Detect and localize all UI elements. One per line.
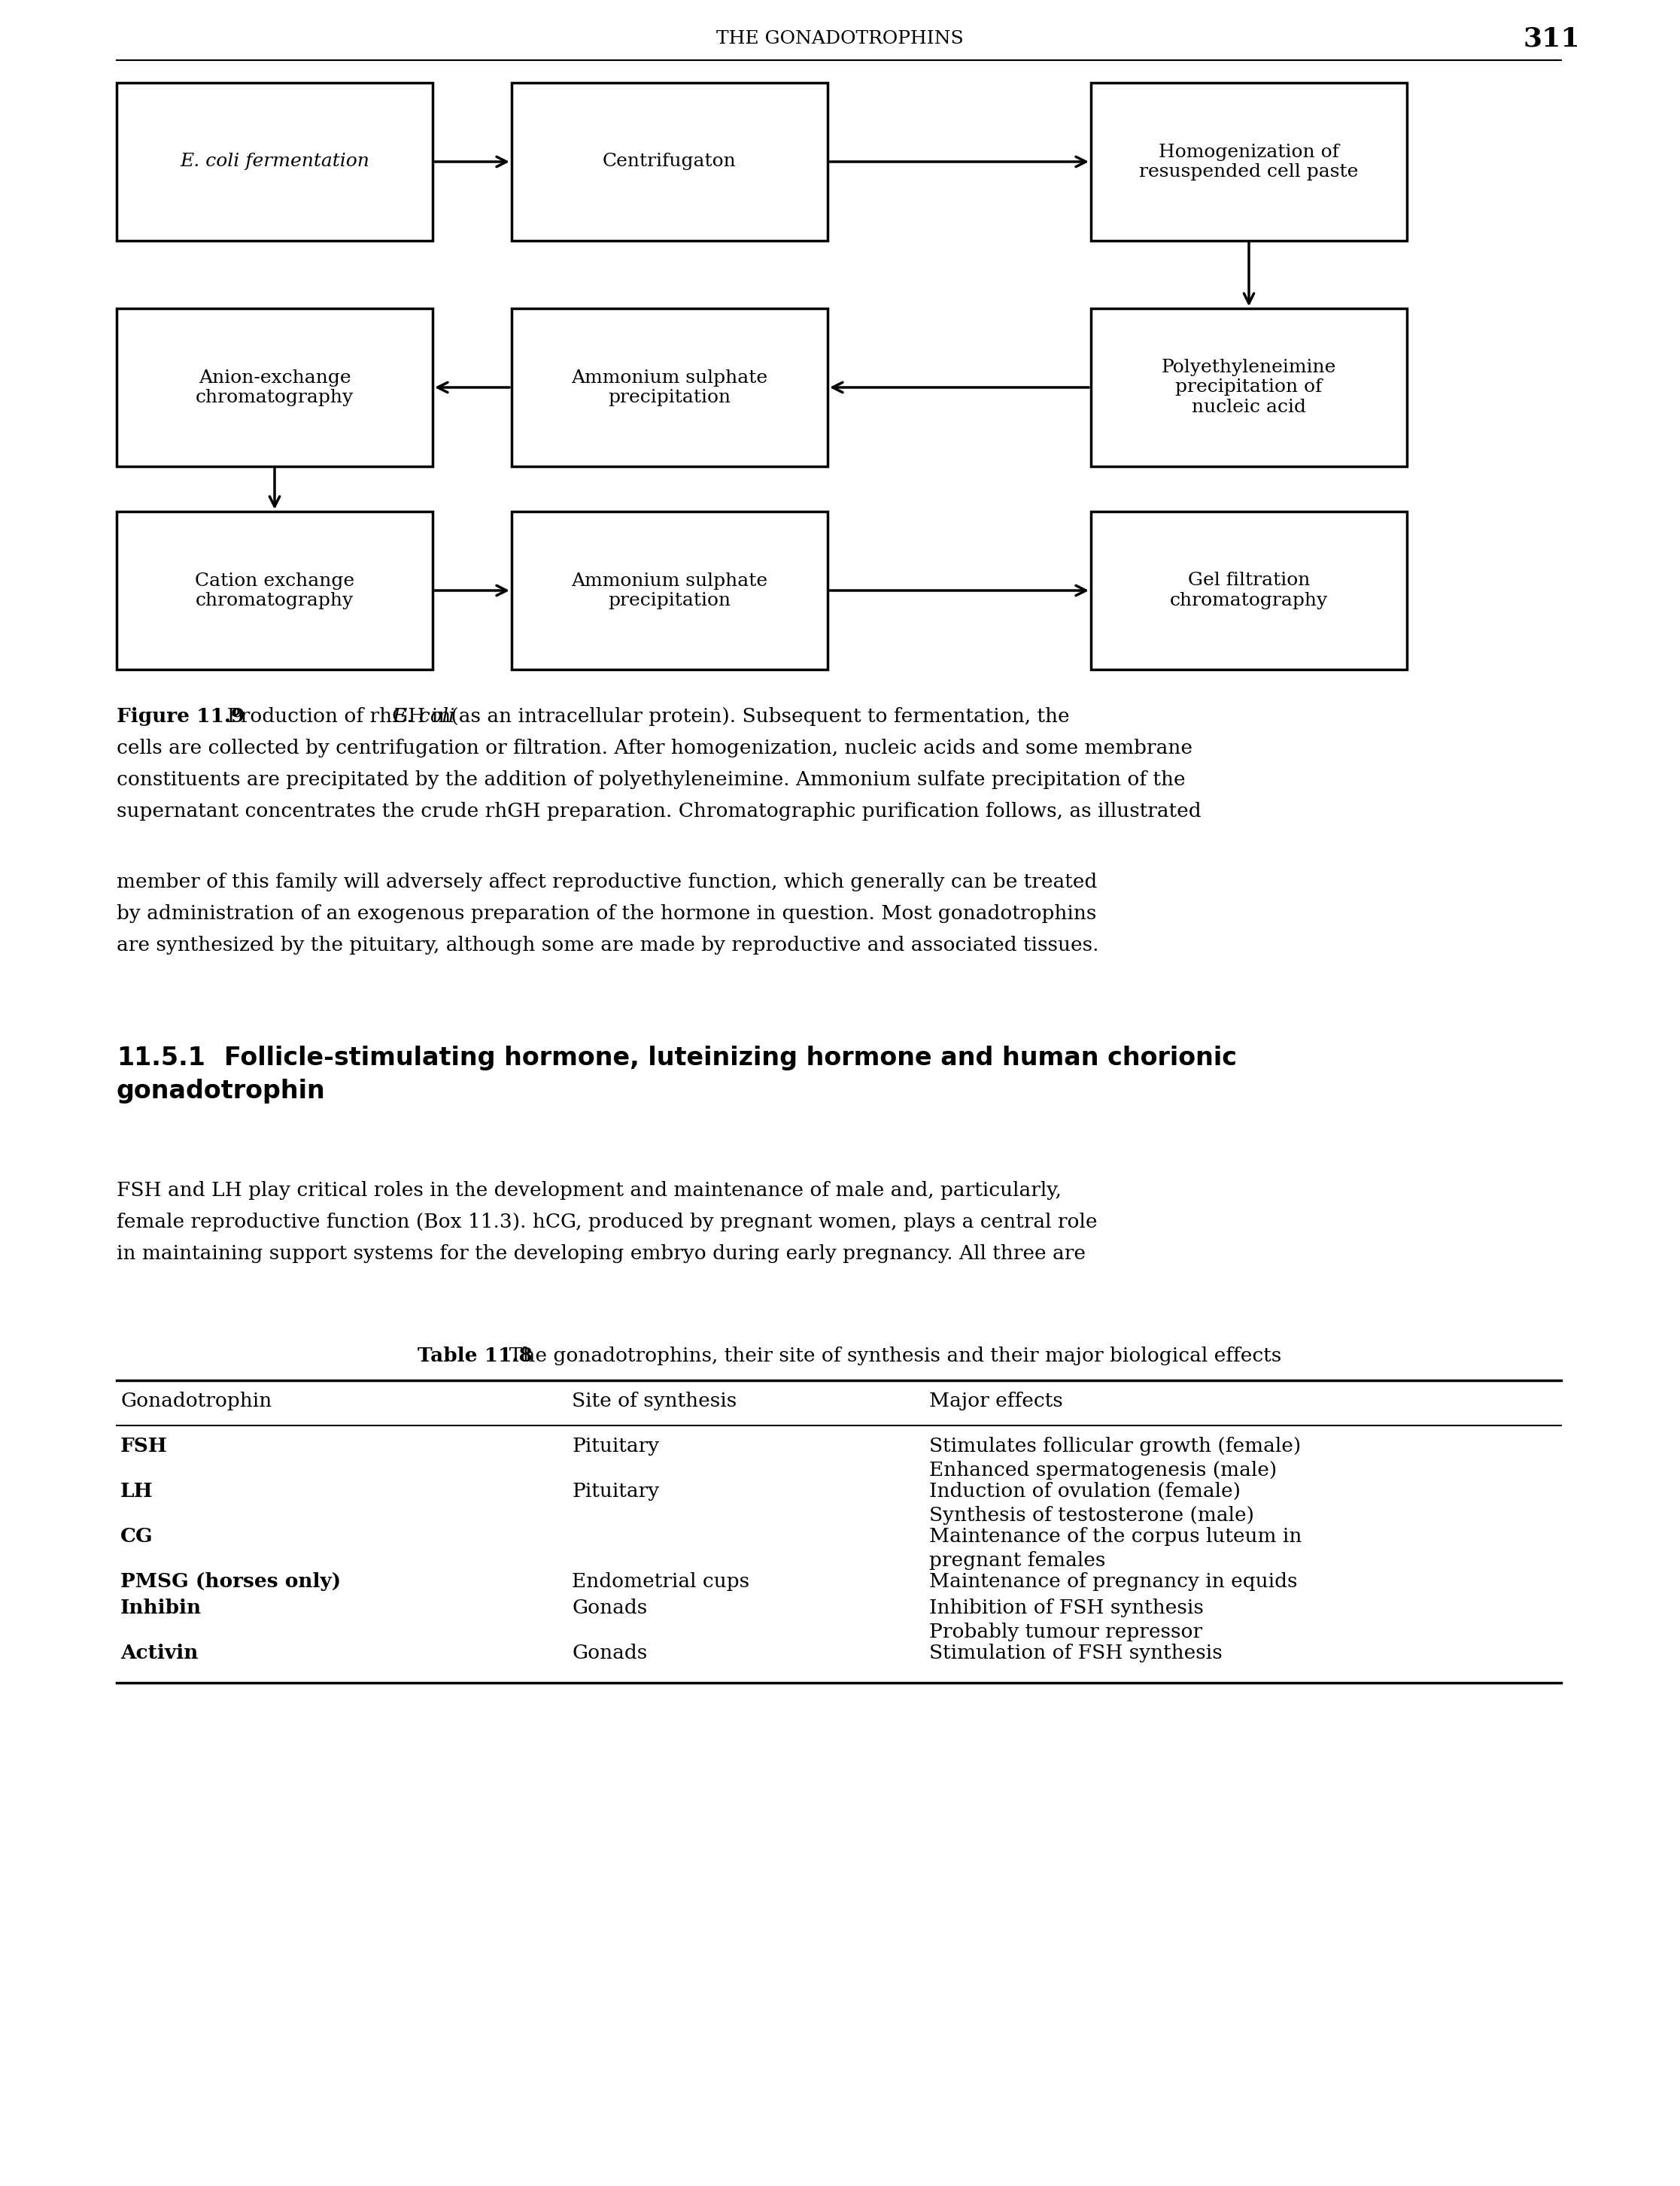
Text: Ammonium sulphate: Ammonium sulphate bbox=[571, 573, 768, 590]
Text: Figure 11.9: Figure 11.9 bbox=[116, 706, 245, 726]
Text: Probably tumour repressor: Probably tumour repressor bbox=[929, 1622, 1203, 1642]
Text: by administration of an exogenous preparation of the hormone in question. Most g: by administration of an exogenous prepar… bbox=[116, 905, 1097, 922]
Text: Stimulates follicular growth (female): Stimulates follicular growth (female) bbox=[929, 1436, 1300, 1456]
Text: are synthesized by the pituitary, although some are made by reproductive and ass: are synthesized by the pituitary, althou… bbox=[116, 936, 1099, 955]
Text: E. coli: E. coli bbox=[393, 706, 455, 726]
Text: The gonadotrophins, their site of synthesis and their major biological effects: The gonadotrophins, their site of synthe… bbox=[497, 1347, 1282, 1366]
Text: member of this family will adversely affect reproductive function, which general: member of this family will adversely aff… bbox=[116, 872, 1097, 892]
Text: Induction of ovulation (female): Induction of ovulation (female) bbox=[929, 1482, 1240, 1502]
Text: Cation exchange: Cation exchange bbox=[195, 573, 354, 590]
Text: chromatography: chromatography bbox=[195, 389, 354, 407]
Text: Inhibition of FSH synthesis: Inhibition of FSH synthesis bbox=[929, 1598, 1203, 1618]
Text: precipitation of: precipitation of bbox=[1176, 378, 1322, 396]
Text: LH: LH bbox=[121, 1482, 153, 1502]
Text: (as an intracellular protein). Subsequent to fermentation, the: (as an intracellular protein). Subsequen… bbox=[445, 706, 1070, 726]
Text: Gel filtration: Gel filtration bbox=[1188, 573, 1310, 590]
Text: Stimulation of FSH synthesis: Stimulation of FSH synthesis bbox=[929, 1644, 1223, 1661]
Text: Endometrial cups: Endometrial cups bbox=[571, 1572, 749, 1591]
Text: Major effects: Major effects bbox=[929, 1392, 1063, 1410]
Text: Gonads: Gonads bbox=[571, 1644, 647, 1661]
Bar bbox=[512, 512, 828, 669]
Text: FSH: FSH bbox=[121, 1436, 168, 1456]
Bar bbox=[1090, 512, 1406, 669]
Text: 311: 311 bbox=[1524, 26, 1579, 52]
Text: CG: CG bbox=[121, 1528, 153, 1546]
Text: Activin: Activin bbox=[121, 1644, 198, 1661]
Bar bbox=[1090, 83, 1406, 240]
Text: Production of rhGH in: Production of rhGH in bbox=[213, 706, 457, 726]
Text: constituents are precipitated by the addition of polyethyleneimine. Ammonium sul: constituents are precipitated by the add… bbox=[116, 769, 1186, 789]
Bar bbox=[116, 83, 433, 240]
Text: Synthesis of testosterone (male): Synthesis of testosterone (male) bbox=[929, 1506, 1255, 1526]
Text: FSH and LH play critical roles in the development and maintenance of male and, p: FSH and LH play critical roles in the de… bbox=[116, 1180, 1062, 1200]
Text: Pituitary: Pituitary bbox=[571, 1436, 659, 1456]
Text: E. coli fermentation: E. coli fermentation bbox=[180, 153, 370, 171]
Text: chromatography: chromatography bbox=[1169, 592, 1327, 610]
Text: precipitation: precipitation bbox=[608, 389, 731, 407]
Text: PMSG (horses only): PMSG (horses only) bbox=[121, 1572, 341, 1591]
Text: precipitation: precipitation bbox=[608, 592, 731, 610]
Text: supernatant concentrates the crude rhGH preparation. Chromatographic purificatio: supernatant concentrates the crude rhGH … bbox=[116, 802, 1201, 820]
Text: Gonads: Gonads bbox=[571, 1598, 647, 1618]
Bar bbox=[116, 308, 433, 466]
Text: Enhanced spermatogenesis (male): Enhanced spermatogenesis (male) bbox=[929, 1460, 1277, 1480]
Text: Inhibin: Inhibin bbox=[121, 1598, 202, 1618]
Text: Anion-exchange: Anion-exchange bbox=[198, 369, 351, 387]
Bar bbox=[1090, 308, 1406, 466]
Text: Maintenance of pregnancy in equids: Maintenance of pregnancy in equids bbox=[929, 1572, 1297, 1591]
Text: Polyethyleneimine: Polyethyleneimine bbox=[1161, 359, 1336, 376]
Text: Follicle-stimulating hormone, luteinizing hormone and human chorionic: Follicle-stimulating hormone, luteinizin… bbox=[198, 1045, 1236, 1071]
Text: Homogenization of: Homogenization of bbox=[1159, 144, 1339, 160]
Bar bbox=[512, 308, 828, 466]
Bar bbox=[116, 512, 433, 669]
Text: nucleic acid: nucleic acid bbox=[1191, 398, 1305, 415]
Text: Pituitary: Pituitary bbox=[571, 1482, 659, 1502]
Text: Table 11.8: Table 11.8 bbox=[418, 1347, 533, 1366]
Text: pregnant females: pregnant females bbox=[929, 1552, 1105, 1570]
Text: gonadotrophin: gonadotrophin bbox=[116, 1078, 326, 1104]
Text: resuspended cell paste: resuspended cell paste bbox=[1139, 164, 1359, 179]
Bar bbox=[512, 83, 828, 240]
Text: Ammonium sulphate: Ammonium sulphate bbox=[571, 369, 768, 387]
Text: cells are collected by centrifugation or filtration. After homogenization, nucle: cells are collected by centrifugation or… bbox=[116, 739, 1193, 759]
Text: Gonadotrophin: Gonadotrophin bbox=[121, 1392, 272, 1410]
Text: female reproductive function (Box 11.3). hCG, produced by pregnant women, plays : female reproductive function (Box 11.3).… bbox=[116, 1213, 1097, 1231]
Text: THE GONADOTROPHINS: THE GONADOTROPHINS bbox=[716, 31, 963, 48]
Text: Site of synthesis: Site of synthesis bbox=[571, 1392, 738, 1410]
Text: chromatography: chromatography bbox=[195, 592, 354, 610]
Text: in maintaining support systems for the developing embryo during early pregnancy.: in maintaining support systems for the d… bbox=[116, 1244, 1085, 1264]
Text: 11.5.1: 11.5.1 bbox=[116, 1045, 205, 1071]
Text: Centrifugaton: Centrifugaton bbox=[603, 153, 736, 171]
Text: Maintenance of the corpus luteum in: Maintenance of the corpus luteum in bbox=[929, 1528, 1302, 1546]
